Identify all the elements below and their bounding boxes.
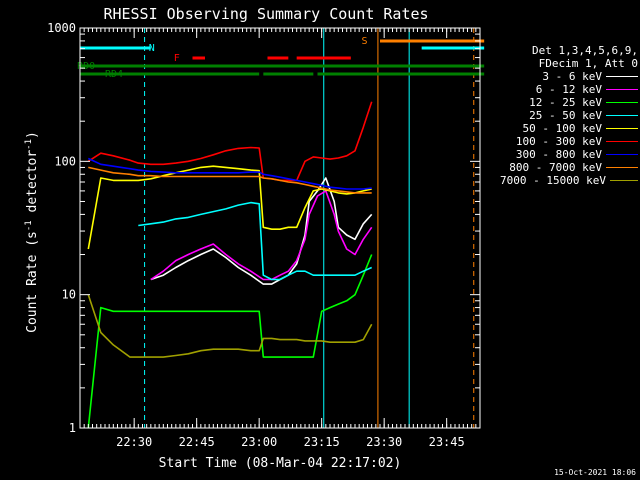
legend-entry: 800 - 7000 keV — [500, 161, 638, 174]
legend-entry: 300 - 800 keV — [500, 148, 638, 161]
legend-label: 6 - 12 keV — [535, 83, 602, 96]
legend-header-line: FDecim 1, Att 0 — [538, 57, 638, 70]
legend-swatch — [606, 115, 638, 116]
y-axis-label-part: detector — [25, 150, 40, 221]
legend-label: 800 - 7000 keV — [509, 161, 602, 174]
legend-label: 7000 - 15000 keV — [500, 174, 606, 187]
legend-entry: 100 - 300 keV — [500, 135, 638, 148]
legend-entry: 12 - 25 keV — [500, 96, 638, 109]
legend-label: 100 - 300 keV — [515, 135, 602, 148]
series-line — [87, 165, 372, 250]
legend-label: 50 - 100 keV — [522, 122, 602, 135]
legend-swatch — [606, 167, 638, 168]
series-line — [150, 190, 373, 281]
series-line — [87, 294, 373, 358]
legend-swatch — [606, 89, 638, 90]
legend: Det 1,3,4,5,6,9, FDecim 1, Att 0 3 - 6 k… — [500, 44, 638, 187]
legend-header-line: Det 1,3,4,5,6,9, — [532, 44, 638, 57]
series-line — [87, 101, 373, 182]
x-tick-label: 23:15 — [304, 435, 340, 449]
legend-entry: 6 - 12 keV — [500, 83, 638, 96]
chart-title: RHESSI Observing Summary Count Rates — [103, 5, 428, 23]
y-axis-label-part: ) — [25, 131, 40, 139]
series-line — [138, 201, 373, 281]
series-line — [88, 166, 372, 194]
legend-label: 25 - 50 keV — [529, 109, 602, 122]
x-tick-label: 22:45 — [179, 435, 215, 449]
y-axis-label: Count Rate (s-1 detector-1) — [24, 131, 40, 333]
legend-label: 300 - 800 keV — [515, 148, 602, 161]
state-flag-label: F — [174, 53, 180, 64]
y-axis-label-part: Count Rate (s — [25, 231, 40, 333]
series-line — [87, 157, 372, 190]
state-flag-label: N — [149, 43, 155, 54]
legend-swatch — [606, 102, 638, 103]
x-tick-label: 23:30 — [366, 435, 402, 449]
state-flag-label: RD0 — [77, 61, 95, 72]
legend-entry: 25 - 50 keV — [500, 109, 638, 122]
legend-entry: 3 - 6 keV — [500, 70, 638, 83]
x-axis-label: Start Time (08-Mar-04 22:17:02) — [159, 456, 402, 471]
state-flag-label: RD4 — [105, 69, 123, 80]
legend-entry: 50 - 100 keV — [500, 122, 638, 135]
y-axis-label-sup: -1 — [24, 139, 34, 150]
legend-label: 3 - 6 keV — [542, 70, 602, 83]
x-tick-label: 22:30 — [116, 435, 152, 449]
timestamp-footer: 15-Oct-2021 18:06 — [554, 468, 636, 477]
legend-label: 12 - 25 keV — [529, 96, 602, 109]
x-tick-label: 23:00 — [241, 435, 277, 449]
legend-swatch — [606, 154, 638, 155]
y-tick-label: 1 — [69, 421, 76, 435]
legend-swatch — [609, 180, 638, 181]
y-tick-label: 1000 — [47, 21, 76, 35]
x-tick-label: 23:45 — [429, 435, 465, 449]
legend-entry: 7000 - 15000 keV — [500, 174, 638, 187]
legend-swatch — [606, 141, 638, 142]
legend-swatch — [606, 128, 638, 129]
plot-area: N F S RD0 RD4 1 10 100 1000 22:30 22:45 23:00 23:15 2… — [47, 21, 485, 449]
y-tick-label: 100 — [54, 154, 76, 168]
y-tick-label: 10 — [62, 288, 76, 302]
series-line — [87, 254, 373, 429]
y-axis-label-sup: -1 — [24, 220, 34, 231]
legend-swatch — [606, 76, 638, 77]
state-flag-label: S — [361, 36, 367, 47]
legend-rows: 3 - 6 keV 6 - 12 keV 12 - 25 keV 25 - 50 ke… — [500, 70, 638, 187]
